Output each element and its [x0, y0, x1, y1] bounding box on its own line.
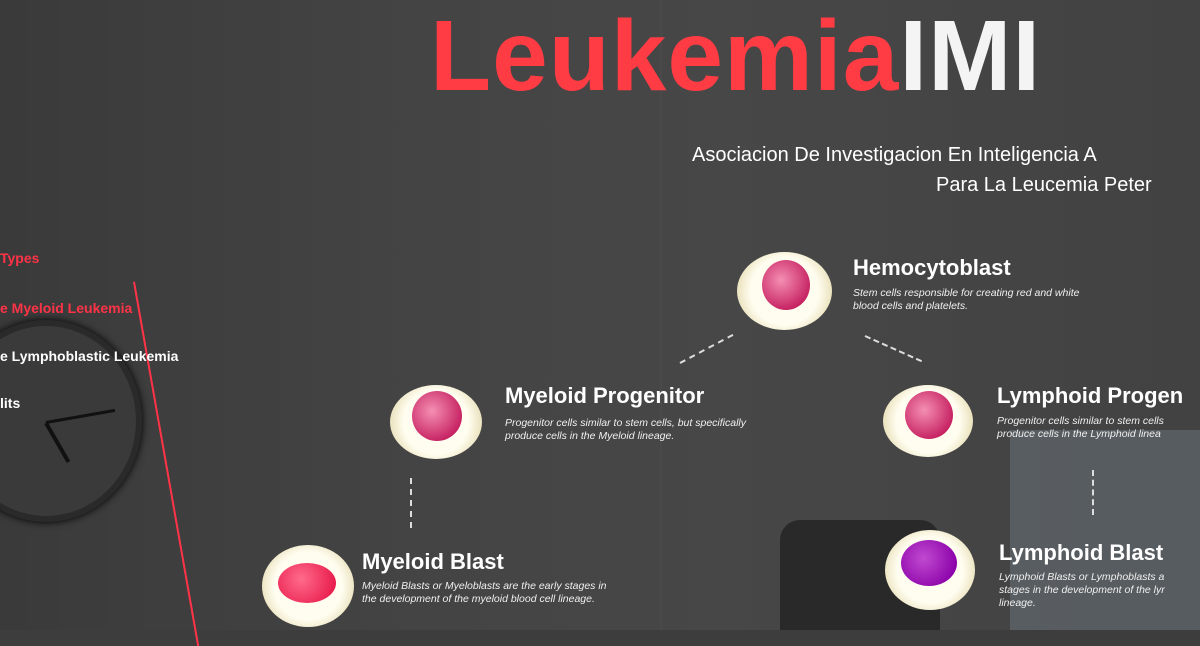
lymphoid-progenitor-nucleus — [905, 391, 953, 439]
myeloid-progenitor-title: Myeloid Progenitor — [505, 383, 705, 408]
subtitle-line-1: Asociacion De Investigacion En Inteligen… — [692, 144, 1097, 166]
lymphoid-blast-nucleus — [901, 540, 957, 586]
myeloid-blast-nucleus — [278, 563, 336, 603]
myeloid-progenitor-desc: Progenitor cells similar to stem cells, … — [505, 417, 746, 443]
lymphoid-blast-desc-line-2: stages in the development of the lyr — [999, 584, 1165, 596]
title-imi: IMI — [899, 0, 1042, 112]
lymphoid-blast-desc-line-3: lineage. — [999, 597, 1036, 609]
hemocytoblast-desc-line-2: blood cells and platelets. — [853, 300, 968, 312]
title-leukemia: Leukemia — [430, 0, 900, 112]
hemocytoblast-title: Hemocytoblast — [853, 255, 1011, 280]
background-window — [1010, 430, 1200, 630]
myeloid-blast-desc-line-2: the development of the myeloid blood cel… — [362, 593, 595, 605]
myeloid-blast-desc-line-1: Myeloid Blasts or Myeloblasts are the ea… — [362, 580, 607, 592]
lymphoid-blast-cell[interactable] — [885, 530, 975, 610]
app-title: LeukemiaIMI — [430, 6, 1041, 106]
lymphoid-progenitor-desc: Progenitor cells similar to stem cells p… — [997, 415, 1164, 441]
arrow-to-myeloid-blast — [410, 478, 412, 528]
lymphoid-blast-desc-line-1: Lymphoid Blasts or Lymphoblasts a — [999, 571, 1165, 583]
clock-minute-hand — [45, 408, 116, 424]
hemocytoblast-cell[interactable] — [737, 252, 832, 330]
myeloid-blast-title: Myeloid Blast — [362, 549, 504, 574]
lymphoid-progenitor-title: Lymphoid Progen — [997, 383, 1184, 408]
menu-item-types[interactable]: Types — [0, 250, 40, 266]
myeloid-progenitor-nucleus — [412, 391, 462, 441]
menu-item-credits[interactable]: lits — [0, 395, 21, 411]
menu-item-lymphoblastic-leukemia[interactable]: e Lymphoblastic Leukemia — [0, 348, 179, 364]
myeloid-blast-desc: Myeloid Blasts or Myeloblasts are the ea… — [362, 580, 607, 606]
lymphoid-progenitor-desc-line-1: Progenitor cells similar to stem cells — [997, 415, 1164, 427]
hemocytoblast-desc-line-1: Stem cells responsible for creating red … — [853, 287, 1080, 299]
room-background — [0, 0, 1200, 630]
lymphoid-blast-desc: Lymphoid Blasts or Lymphoblasts a stages… — [999, 571, 1165, 610]
lymphoid-progenitor-desc-line-2: produce cells in the Lymphoid linea — [997, 428, 1161, 440]
clock-hour-hand — [44, 422, 71, 463]
lymphoid-progenitor-cell[interactable] — [883, 385, 973, 457]
subtitle-line-2: Para La Leucemia Peter — [936, 174, 1152, 196]
hemocytoblast-nucleus — [762, 260, 810, 310]
arrow-to-lymphoid-blast — [1092, 470, 1094, 515]
myeloid-progenitor-desc-line-1: Progenitor cells similar to stem cells, … — [505, 417, 746, 429]
myeloid-progenitor-desc-line-2: produce cells in the Myeloid lineage. — [505, 430, 675, 442]
wall-seam — [660, 0, 662, 630]
lymphoid-blast-title: Lymphoid Blast — [999, 540, 1164, 565]
menu-item-myeloid-leukemia[interactable]: e Myeloid Leukemia — [0, 300, 133, 316]
hemocytoblast-desc: Stem cells responsible for creating red … — [853, 287, 1079, 313]
myeloid-progenitor-cell[interactable] — [390, 385, 482, 459]
myeloid-blast-cell[interactable] — [262, 545, 354, 627]
